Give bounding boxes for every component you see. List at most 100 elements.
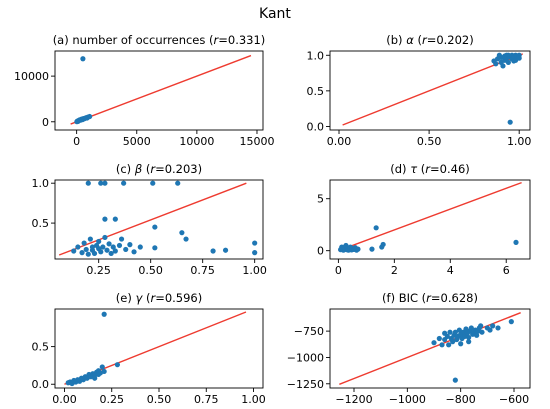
x-tick-label: 0 [73,135,80,148]
x-tick-label: 0 [335,264,342,277]
data-point [71,248,77,254]
data-point [121,180,127,186]
y-tick-label: 10000 [14,70,49,83]
subplot-title-part: (e) [116,291,136,305]
x-tick-label: 0.75 [190,264,215,277]
y-tick-label: 1.0 [32,177,50,190]
data-point [104,247,110,253]
data-point [83,246,89,253]
data-point [85,251,91,257]
subplot-title-part: =0.202) [427,33,474,47]
subplot-title-part: γ [135,291,143,305]
data-point [450,339,456,345]
data-point [511,58,517,64]
plot-area [58,180,258,257]
data-point [99,364,105,370]
x-tick-label: 1.00 [242,264,267,277]
data-point [468,325,474,331]
data-point [466,334,472,341]
data-point [152,224,158,230]
axes-frame [54,179,264,260]
data-point [98,249,104,255]
plot-area [70,54,252,125]
data-point [152,245,158,251]
data-point [479,329,485,335]
data-point [478,323,484,329]
subplot-title-part: α [406,33,414,47]
data-point [98,180,104,186]
data-point [379,244,385,250]
data-point [507,119,513,125]
subplot-1: (a) number of occurrences (r=0.331) 0 5000… [14,33,274,148]
data-point [112,216,118,222]
data-point [503,52,510,58]
subplot-title-part: ( [142,291,150,305]
subplot-title-part: r [422,33,428,47]
y-tick-label: 0 [317,245,324,258]
x-tick-label: −600 [499,393,529,406]
subplot-title-part: (d) [390,162,410,176]
subplot-title-part: r [150,162,156,176]
subplot-4: (d) τ (r=0.46) 0 2 4 6 0 5 [317,162,531,277]
data-point [81,240,87,246]
y-tick-label: 0 [42,116,49,129]
data-point [252,240,258,246]
x-tick-label: 0.50 [147,393,172,406]
data-point [106,241,112,247]
data-point [179,230,185,236]
data-point [183,236,189,242]
subplot-title: (a) number of occurrences (r=0.331) [53,33,266,47]
data-point [102,234,108,241]
data-point [447,329,453,335]
data-point [355,246,361,252]
subplot-title: (d) τ (r=0.46) [390,162,470,176]
y-tick-label: 0.5 [307,85,325,98]
data-point [431,340,437,346]
data-point [114,362,120,368]
data-point [79,250,85,256]
data-point [500,63,506,69]
data-point [222,247,229,253]
subplot-title-part: β [134,162,142,176]
data-point [150,180,156,186]
data-point [100,244,106,250]
y-tick-label: −1000 [287,351,324,364]
data-point [442,330,448,336]
data-point [493,61,499,67]
subplot-title-part: τ [410,162,417,176]
x-tick-label: 0.50 [138,264,163,277]
y-tick-label: 5 [317,193,324,206]
subplot-title-part: r [150,291,156,305]
subplot-title-part: r [426,291,432,305]
data-point [91,250,98,257]
x-tick-label: 1.00 [241,393,266,406]
data-point [436,335,442,342]
x-tick-label: 0.25 [99,393,124,406]
subplot-title-part: ( [414,33,422,47]
data-point [110,244,116,250]
data-point [490,323,496,329]
y-tick-label: 0.5 [32,217,50,230]
subplot-title-part: r [214,33,220,47]
data-point [102,216,108,222]
subplot-title-part: (b) [386,33,406,47]
data-point [87,113,93,120]
subplot-3: (c) β (r=0.203) 0.25 0.50 0.75 1.00 0.5 1.0 [32,162,267,277]
data-point [89,244,96,250]
data-point [127,242,133,248]
x-tick-label: 0.75 [194,393,219,406]
subplot-6: (f) BIC (r=0.628) −1200 −1000 −800 −600 −1250… [287,291,531,406]
data-point [516,55,522,61]
subplot-title-part: (a) number of occurrences ( [53,33,214,47]
fit-line [342,53,524,126]
fit-line [338,181,522,252]
data-point [123,246,129,253]
data-point [513,239,519,245]
subplot-title-part: r [425,162,431,176]
data-point [92,375,98,381]
y-tick-label: −1250 [287,378,324,391]
x-tick-label: 0.50 [417,135,442,148]
subplot-grid: (a) number of occurrences (r=0.331)0 5000… [14,33,531,406]
data-point [101,311,107,317]
y-tick-label: 0.5 [32,341,50,354]
